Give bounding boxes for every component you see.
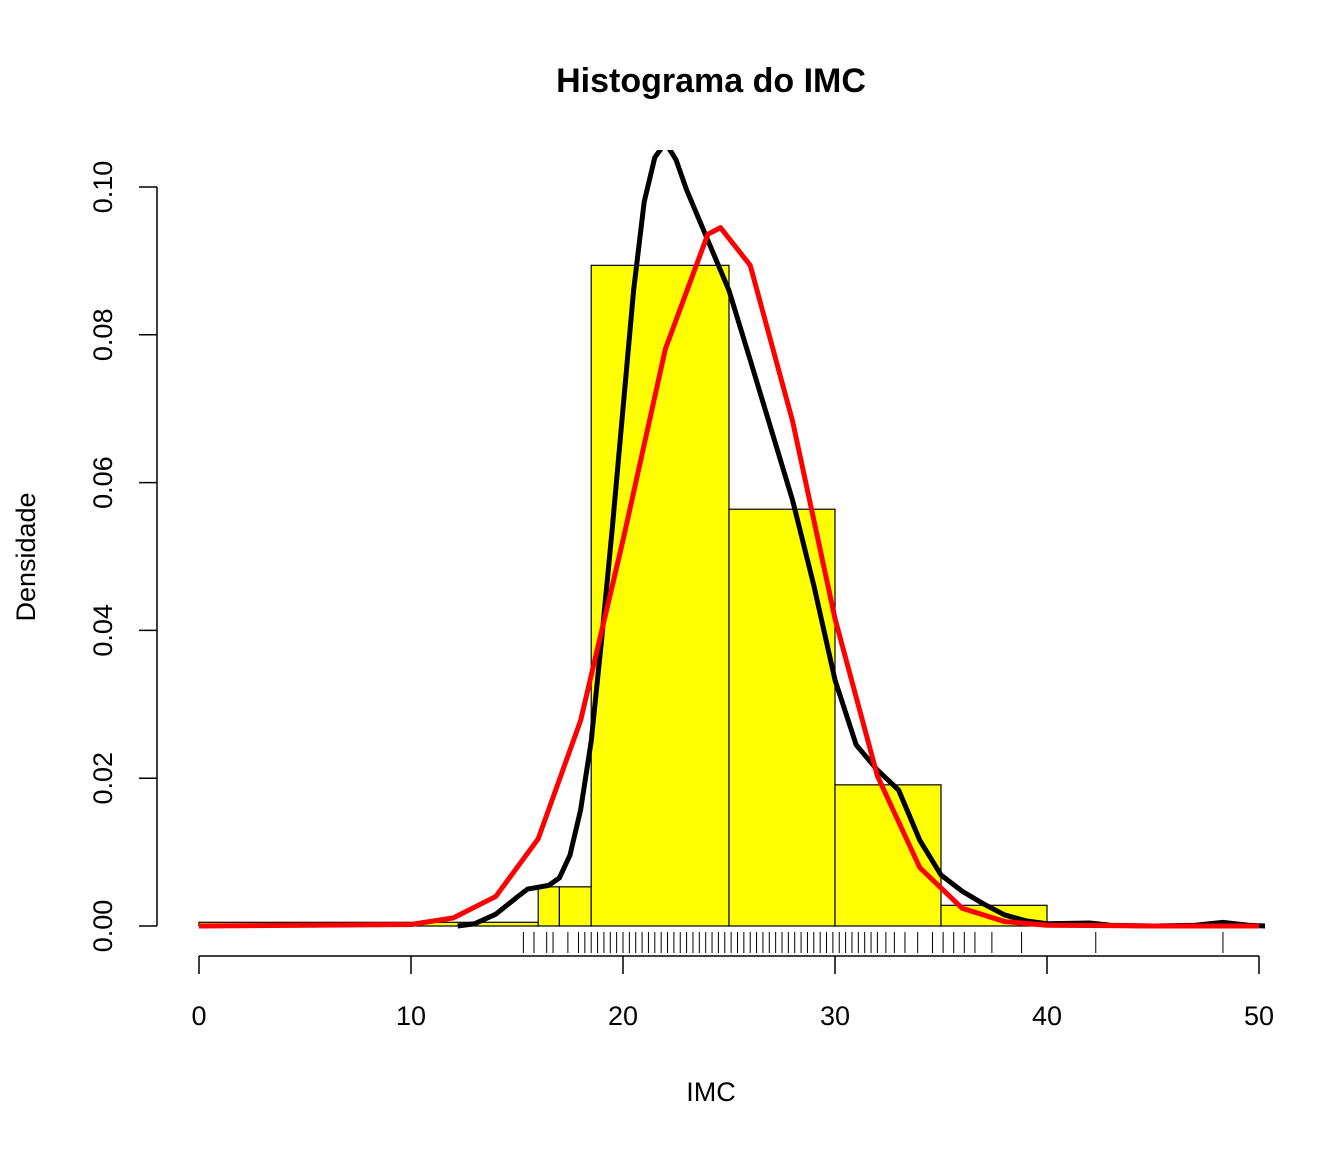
x-tick-label: 30: [820, 1001, 850, 1031]
x-tick-label: 20: [608, 1001, 638, 1031]
y-tick-label: 0.04: [88, 604, 118, 657]
y-tick-label: 0.08: [88, 309, 118, 362]
y-tick-label: 0.06: [88, 456, 118, 509]
x-tick-label: 50: [1244, 1001, 1274, 1031]
y-tick-label: 0.10: [88, 161, 118, 214]
y-axis-label: Densidade: [11, 492, 41, 621]
y-tick-label: 0.02: [88, 752, 118, 805]
y-tick-label: 0.00: [88, 900, 118, 953]
x-tick-label: 10: [396, 1001, 426, 1031]
bar: [558, 886, 592, 927]
x-tick-label: 0: [191, 1001, 206, 1031]
x-tick-label: 40: [1032, 1001, 1062, 1031]
plot-area: [198, 150, 1265, 929]
chart-title: Histograma do IMC: [556, 62, 866, 100]
bar: [537, 886, 561, 927]
density-curve: [198, 225, 1259, 929]
bar: [728, 508, 836, 927]
x-axis-label: IMC: [686, 1077, 736, 1107]
bar: [834, 784, 942, 927]
